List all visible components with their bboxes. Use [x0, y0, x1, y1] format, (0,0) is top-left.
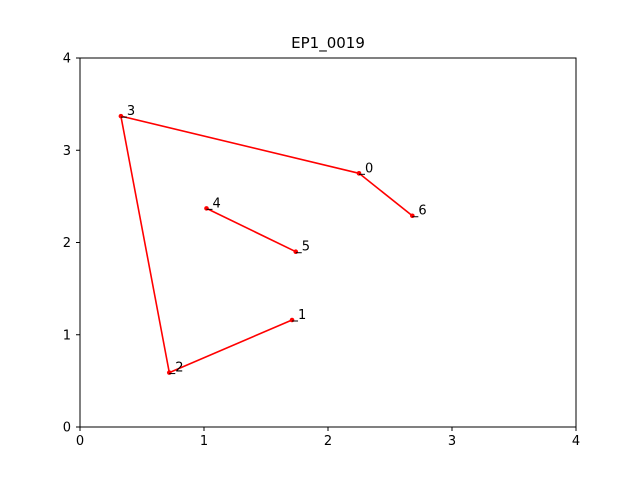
x-tick-label: 3	[448, 434, 456, 449]
x-axis: 0 1 2 3 4	[76, 427, 580, 449]
point-label: 4	[212, 196, 220, 211]
y-tick-label: 2	[63, 236, 71, 251]
data-point	[289, 317, 295, 323]
chart-title: EP1_0019	[291, 34, 365, 53]
data-point	[118, 113, 124, 119]
x-tick-label: 2	[324, 434, 332, 449]
point-label: 1	[298, 308, 306, 323]
point-label: 0	[365, 161, 373, 176]
y-tick-label: 0	[63, 421, 71, 436]
x-tick-label: 4	[572, 434, 580, 449]
point-label: 6	[418, 204, 426, 219]
data-point	[356, 171, 362, 176]
y-tick-label: 4	[63, 52, 71, 67]
data-point	[410, 213, 415, 219]
point-label: 3	[127, 104, 135, 119]
point-label: 2	[175, 361, 183, 376]
data-points: 6 0 3 2 1 4 5	[118, 104, 427, 376]
y-tick-label: 3	[63, 144, 71, 159]
y-axis: 0 1 2 3 4	[63, 52, 80, 436]
data-point	[204, 206, 209, 211]
x-tick-label: 0	[76, 434, 84, 449]
plot-area	[79, 57, 577, 428]
series-line	[206, 207, 297, 253]
data-point	[166, 370, 172, 375]
data-point	[293, 249, 299, 255]
point-label: 5	[302, 240, 310, 255]
y-tick-label: 1	[63, 328, 71, 343]
x-tick-label: 1	[200, 434, 208, 449]
